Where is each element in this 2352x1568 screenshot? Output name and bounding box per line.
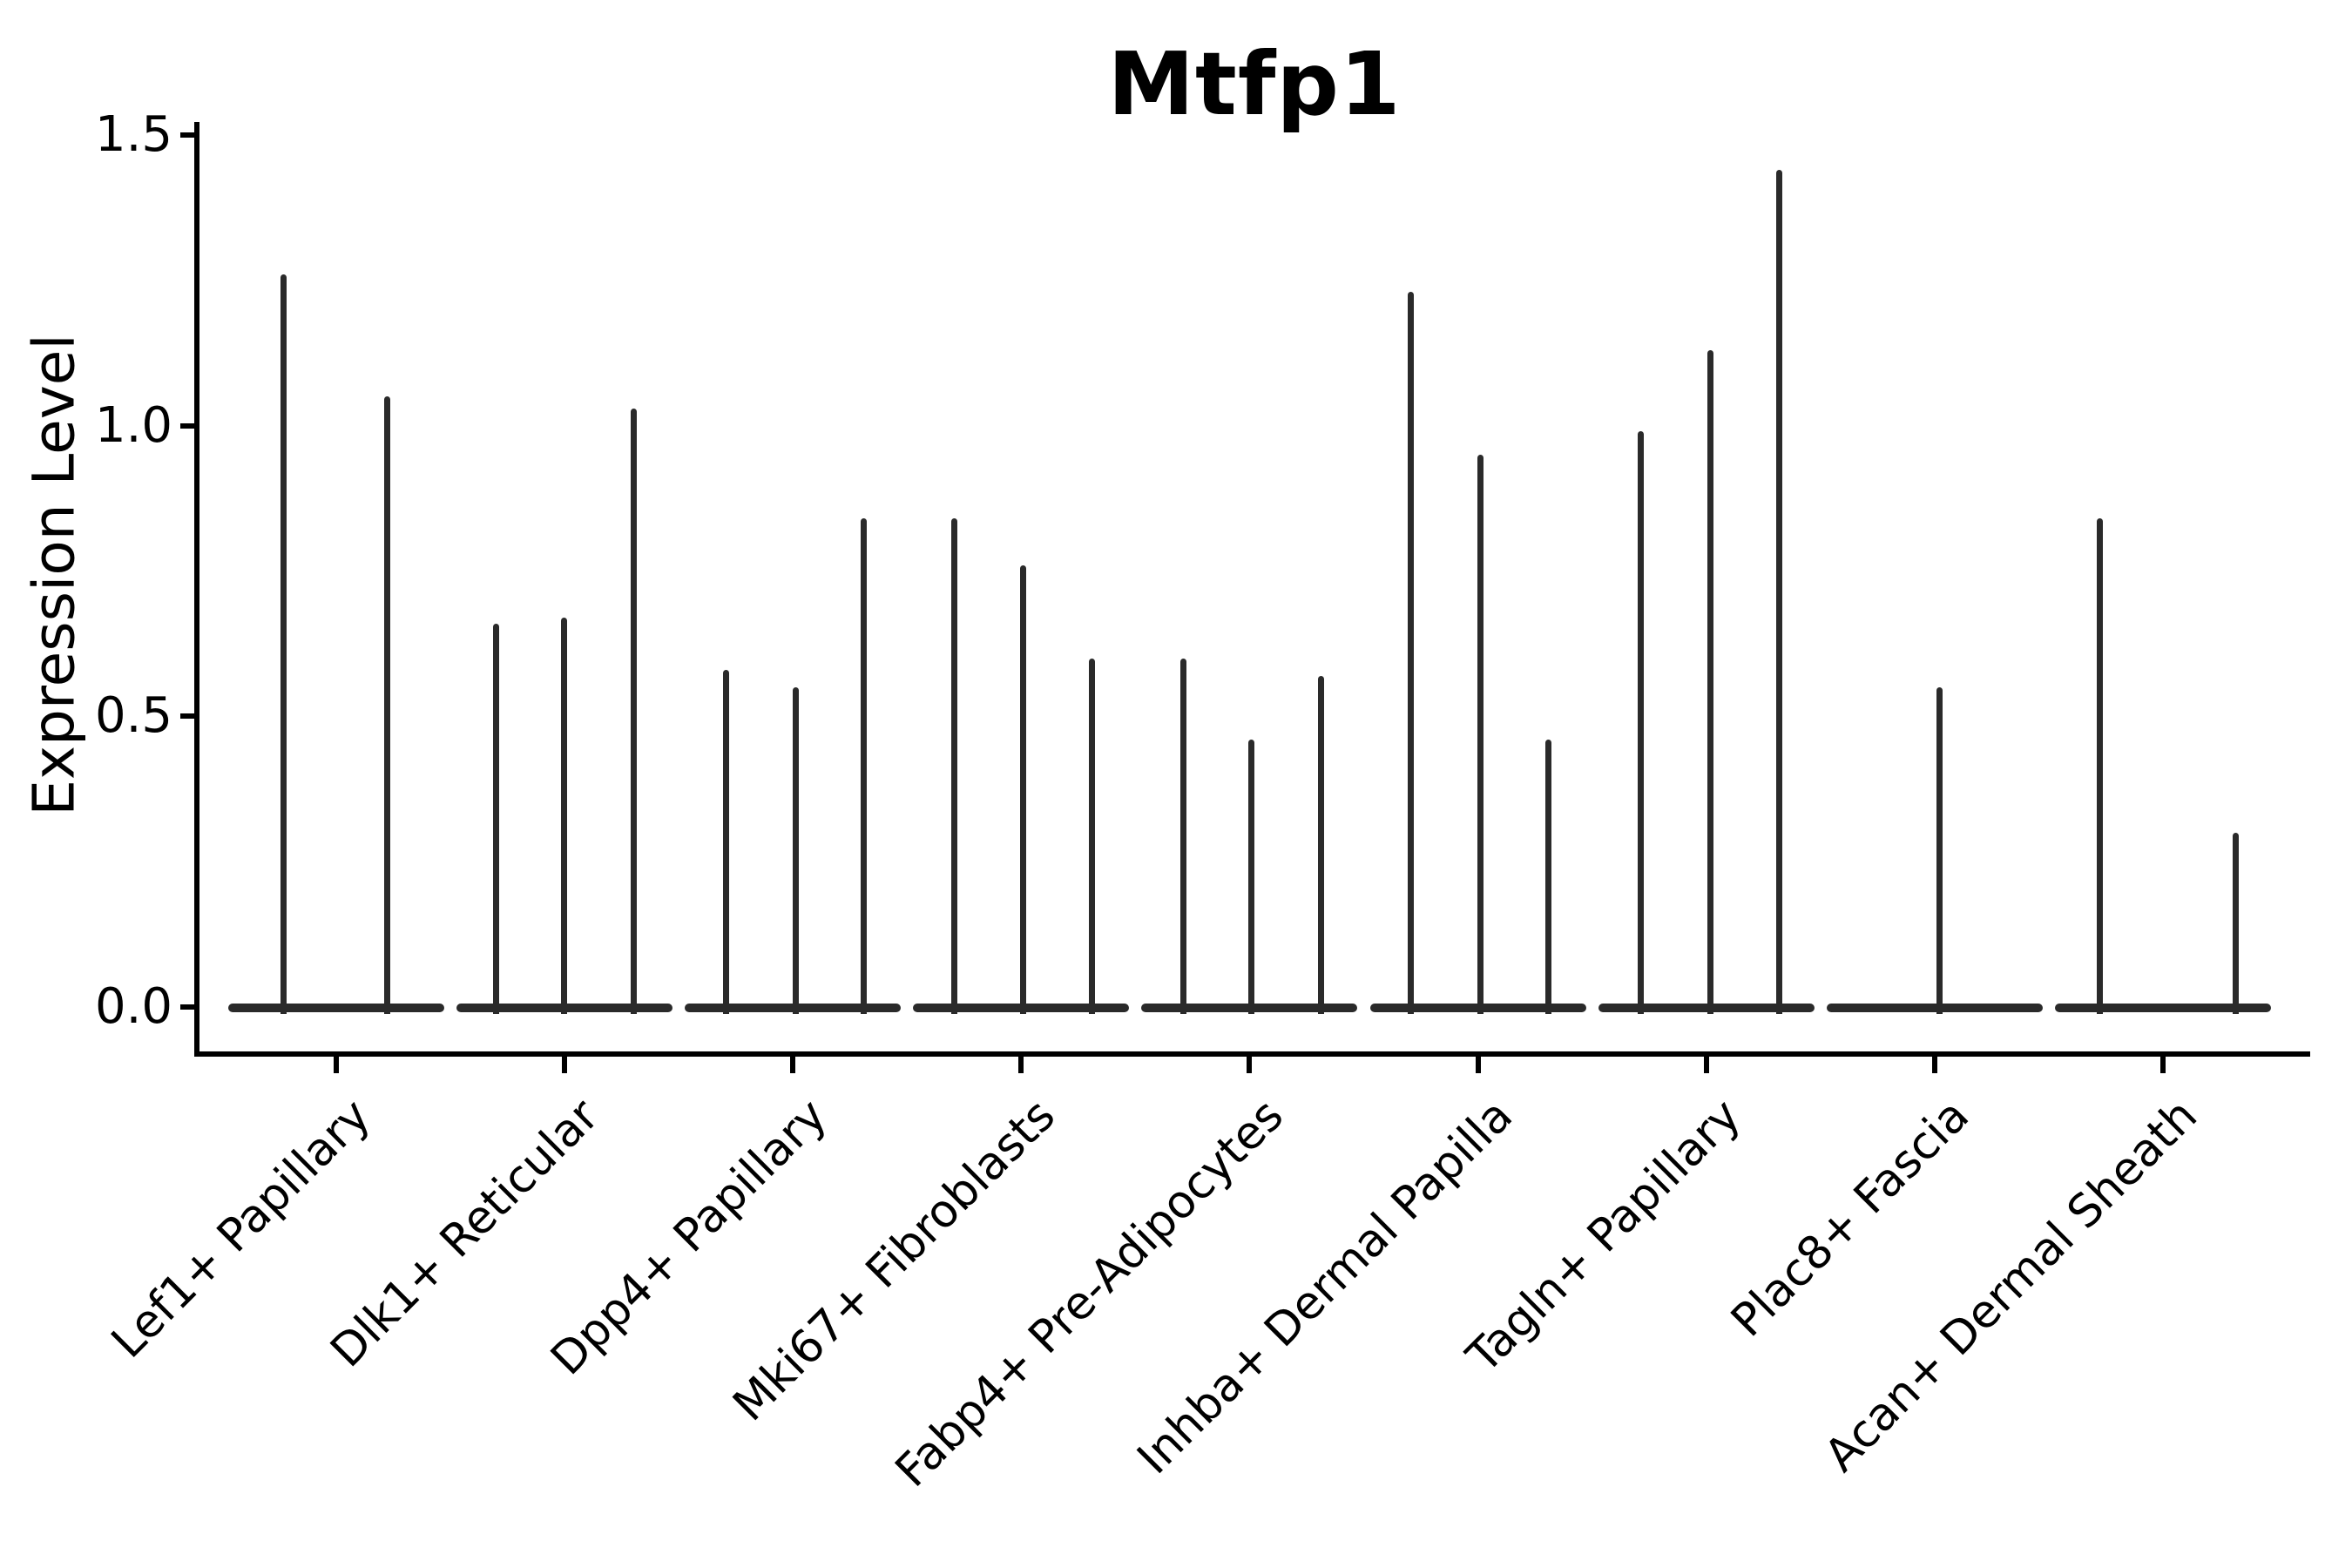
violin-spike (1477, 455, 1484, 1014)
x-tick-mark (1475, 1057, 1481, 1073)
violin-spike (1776, 170, 1783, 1014)
y-tick-label: 1.5 (94, 106, 172, 164)
violin-spike (1179, 658, 1186, 1014)
x-axis-spine (194, 1051, 2310, 1057)
violin-body (1826, 1004, 2043, 1012)
violin-spike (1019, 564, 1026, 1014)
violin-spike (2233, 832, 2240, 1014)
violin-spike (630, 408, 637, 1014)
violin-spike (1088, 658, 1095, 1014)
violin-spike (950, 518, 957, 1014)
x-tick-mark (1018, 1057, 1024, 1073)
y-tick-mark (180, 422, 197, 429)
y-tick-label: 0.0 (94, 978, 172, 1035)
violin-spike (560, 617, 567, 1014)
x-tick-mark (1931, 1057, 1937, 1073)
violin-spike (280, 274, 287, 1014)
chart-title: Mtfp1 (1107, 33, 1402, 135)
violin-spike (1638, 431, 1645, 1014)
violin-spike (1408, 292, 1414, 1014)
y-tick-mark (180, 132, 197, 139)
x-tick-mark (1247, 1057, 1253, 1073)
violin-spike (492, 623, 499, 1014)
y-tick-label: 0.5 (94, 687, 172, 745)
violin-spike (1247, 740, 1254, 1014)
violin-spike (722, 669, 729, 1014)
violin-spike (1545, 740, 1551, 1014)
x-tick-mark (562, 1057, 568, 1073)
violin-spike (1936, 686, 1943, 1014)
x-tick-mark (334, 1057, 339, 1073)
violin-spike (1317, 675, 1324, 1014)
violin-body (1598, 1004, 1815, 1012)
x-tick-mark (1703, 1057, 1709, 1073)
violin-spike (792, 686, 799, 1014)
violin-spike (1707, 349, 1714, 1014)
violin-spike (383, 396, 390, 1014)
y-tick-mark (180, 1004, 197, 1010)
violin-body (2054, 1004, 2271, 1012)
y-tick-mark (180, 713, 197, 720)
violin-spike (2097, 518, 2104, 1014)
y-tick-label: 1.0 (94, 396, 172, 454)
violin-body (228, 1004, 444, 1012)
x-tick-mark (790, 1057, 796, 1073)
y-axis-spine (194, 122, 199, 1057)
x-tick-mark (2159, 1057, 2166, 1073)
violin-spike (860, 518, 867, 1014)
